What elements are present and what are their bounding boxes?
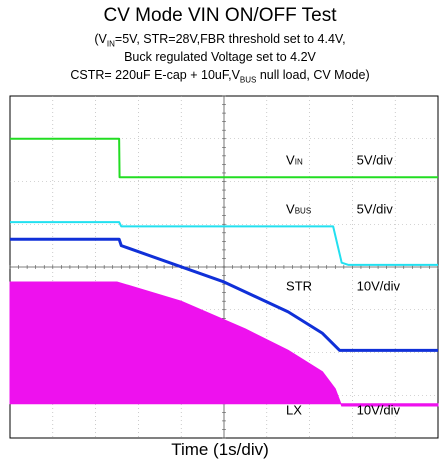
chart-title: CV Mode VIN ON/OFF Test [103,5,337,26]
vin-trace [10,137,438,179]
chart-subtitle-line-3: CSTR= 220uF E-cap + 10uF,VBUS null load,… [70,68,370,85]
str-label: STR [286,279,312,294]
x-axis-label: Time (1s/div) [171,440,269,459]
vin-scale-label: 5V/div [357,152,394,167]
vbus-trace [10,221,438,266]
str-trace [10,237,438,352]
lx-label: LX [286,402,302,417]
lx-trace [9,281,439,407]
vbus-label: VBUS [286,202,311,217]
chart-subtitle-line-1: (VIN=5V, STR=28V,FBR threshold set to 4.… [94,32,346,49]
lx-scale-label: 10V/div [357,402,401,417]
trace-labels: VIN 5V/div VBUS 5V/div STR 10V/div LX 10V/div [286,152,400,417]
str-scale-label: 10V/div [357,279,401,294]
chart-subtitle-line-2: Buck regulated Voltage set to 4.2V [124,50,316,64]
traces [9,137,439,407]
vbus-scale-label: 5V/div [357,202,394,217]
vin-label: VIN [286,152,303,167]
